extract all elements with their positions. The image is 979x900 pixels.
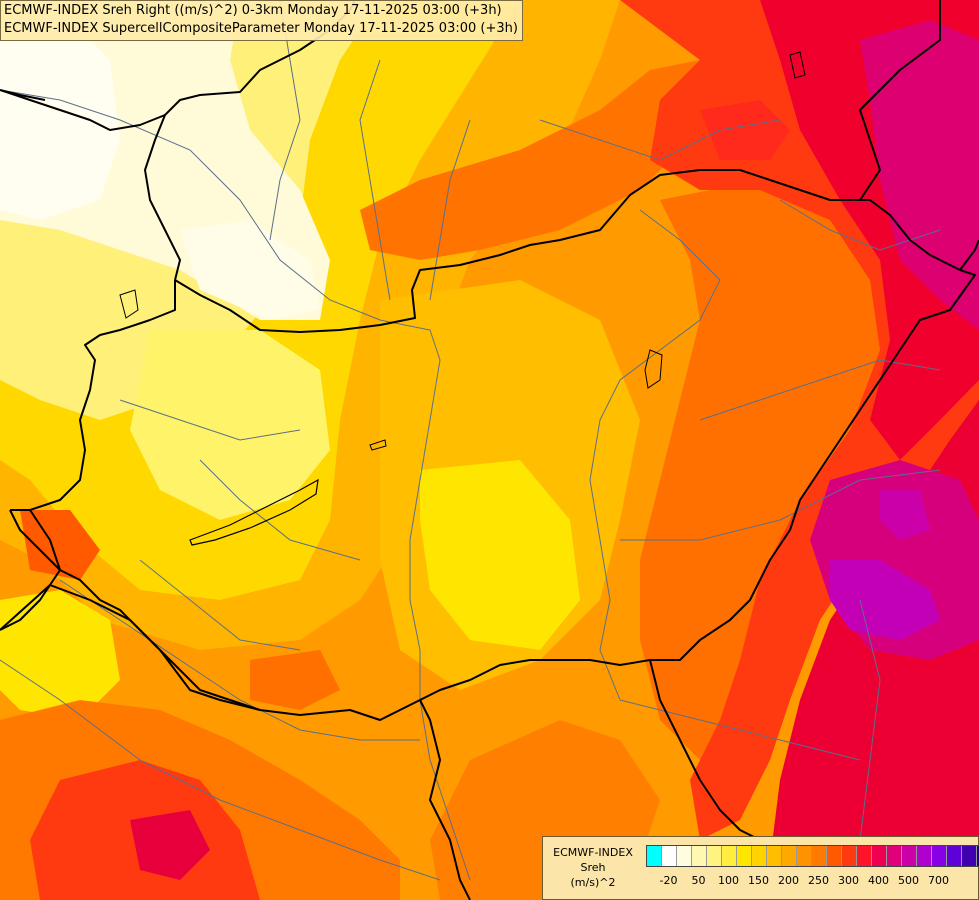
lake-small-2 [644, 349, 663, 389]
legend-swatch [767, 846, 782, 866]
legend-swatches [646, 845, 979, 867]
legend-swatch [677, 846, 692, 866]
legend-swatch [827, 846, 842, 866]
legend-swatch [902, 846, 917, 866]
legend-swatch [842, 846, 857, 866]
border-cz-at [0, 89, 46, 101]
border-serbia-romania [649, 659, 761, 841]
lake-balaton [189, 478, 319, 546]
legend-swatch [722, 846, 737, 866]
border-hungary [9, 169, 976, 721]
header-line1: ECMWF-INDEX Sreh Right ((m/s)^2) 0-3km M… [4, 3, 502, 18]
legend-swatch [812, 846, 827, 866]
river-sava [0, 659, 441, 881]
legend-title-line3: (m/s)^2 [570, 876, 616, 889]
legend-tick-label: 700 [928, 874, 949, 887]
legend-swatch [857, 846, 872, 866]
legend-tick-label: 150 [748, 874, 769, 887]
legend-tick-label: 400 [868, 874, 889, 887]
legend-tick-label: 100 [718, 874, 739, 887]
legend-swatch [797, 846, 812, 866]
field-dark-orange-e [640, 180, 900, 760]
legend-tick-label: -20 [659, 874, 678, 887]
border-west-hungary [10, 280, 176, 511]
legend-swatch [662, 846, 677, 866]
legend-swatch [932, 846, 947, 866]
field-red-blob-ne [700, 100, 790, 160]
border-austria-north [0, 89, 166, 131]
legend-swatch [782, 846, 797, 866]
river-mures [620, 469, 941, 541]
legend-swatch [887, 846, 902, 866]
lake-small-3 [789, 51, 806, 79]
field-yellow-center [420, 460, 580, 650]
legend-tick-label: 500 [898, 874, 919, 887]
river-se [619, 699, 861, 761]
river-sw [139, 559, 301, 651]
legend-title: ECMWF-INDEX Sreh (m/s)^2 [547, 845, 639, 890]
field-red-blob-w [20, 510, 100, 580]
legend-tick-label: 250 [808, 874, 829, 887]
field-pale-2 [0, 10, 120, 220]
field-purple-e2 [880, 490, 930, 540]
field-yellow-sw [0, 590, 120, 720]
field-crimson-sw [130, 810, 210, 880]
legend-title-line2: Sreh [580, 861, 606, 874]
legend-swatch [752, 846, 767, 866]
border-croatia-bosnia [0, 584, 261, 711]
legend-swatch [947, 846, 962, 866]
legend-swatch [647, 846, 662, 866]
river-vah [359, 59, 391, 301]
river-raab [119, 399, 301, 441]
legend-swatch [962, 846, 977, 866]
legend-swatch [917, 846, 932, 866]
border-serbia [419, 699, 471, 900]
field-magenta-ne [860, 20, 979, 330]
legend-swatch [872, 846, 887, 866]
legend-tick-labels: -20 50 100 150 200 250 300 400 500 700 [646, 874, 976, 890]
river-sio [199, 459, 361, 561]
legend-title-line1: ECMWF-INDEX [553, 846, 633, 859]
river-tisza [589, 209, 721, 701]
legend-swatch [692, 846, 707, 866]
field-orange-blob-s [250, 650, 340, 710]
field-purple-e [830, 560, 940, 640]
river-olt [859, 599, 881, 841]
river-drava [59, 579, 420, 741]
legend-tick-label: 50 [691, 874, 706, 887]
legend-tick-label: 300 [838, 874, 859, 887]
lake-small-1 [369, 439, 387, 451]
header-line2: ECMWF-INDEX SupercellCompositeParameter … [4, 21, 518, 36]
border-slovakia-ukraine [859, 0, 941, 201]
legend-swatch [977, 846, 979, 866]
rivers [0, 0, 941, 881]
legend-tick-label: 200 [778, 874, 799, 887]
border-ukraine-romania [959, 239, 979, 271]
lake-small-4 [119, 289, 139, 319]
field-light-yellow-2 [130, 330, 330, 520]
legend-swatch [707, 846, 722, 866]
color-legend: ECMWF-INDEX Sreh (m/s)^2 -20 50 100 150 200 2… [542, 836, 979, 900]
field-pale-3 [180, 220, 320, 320]
river-hron [429, 119, 471, 301]
legend-swatch [737, 846, 752, 866]
river-upper [539, 119, 781, 161]
map-header: ECMWF-INDEX Sreh Right ((m/s)^2) 0-3km M… [0, 0, 523, 41]
river-somes [699, 359, 941, 421]
